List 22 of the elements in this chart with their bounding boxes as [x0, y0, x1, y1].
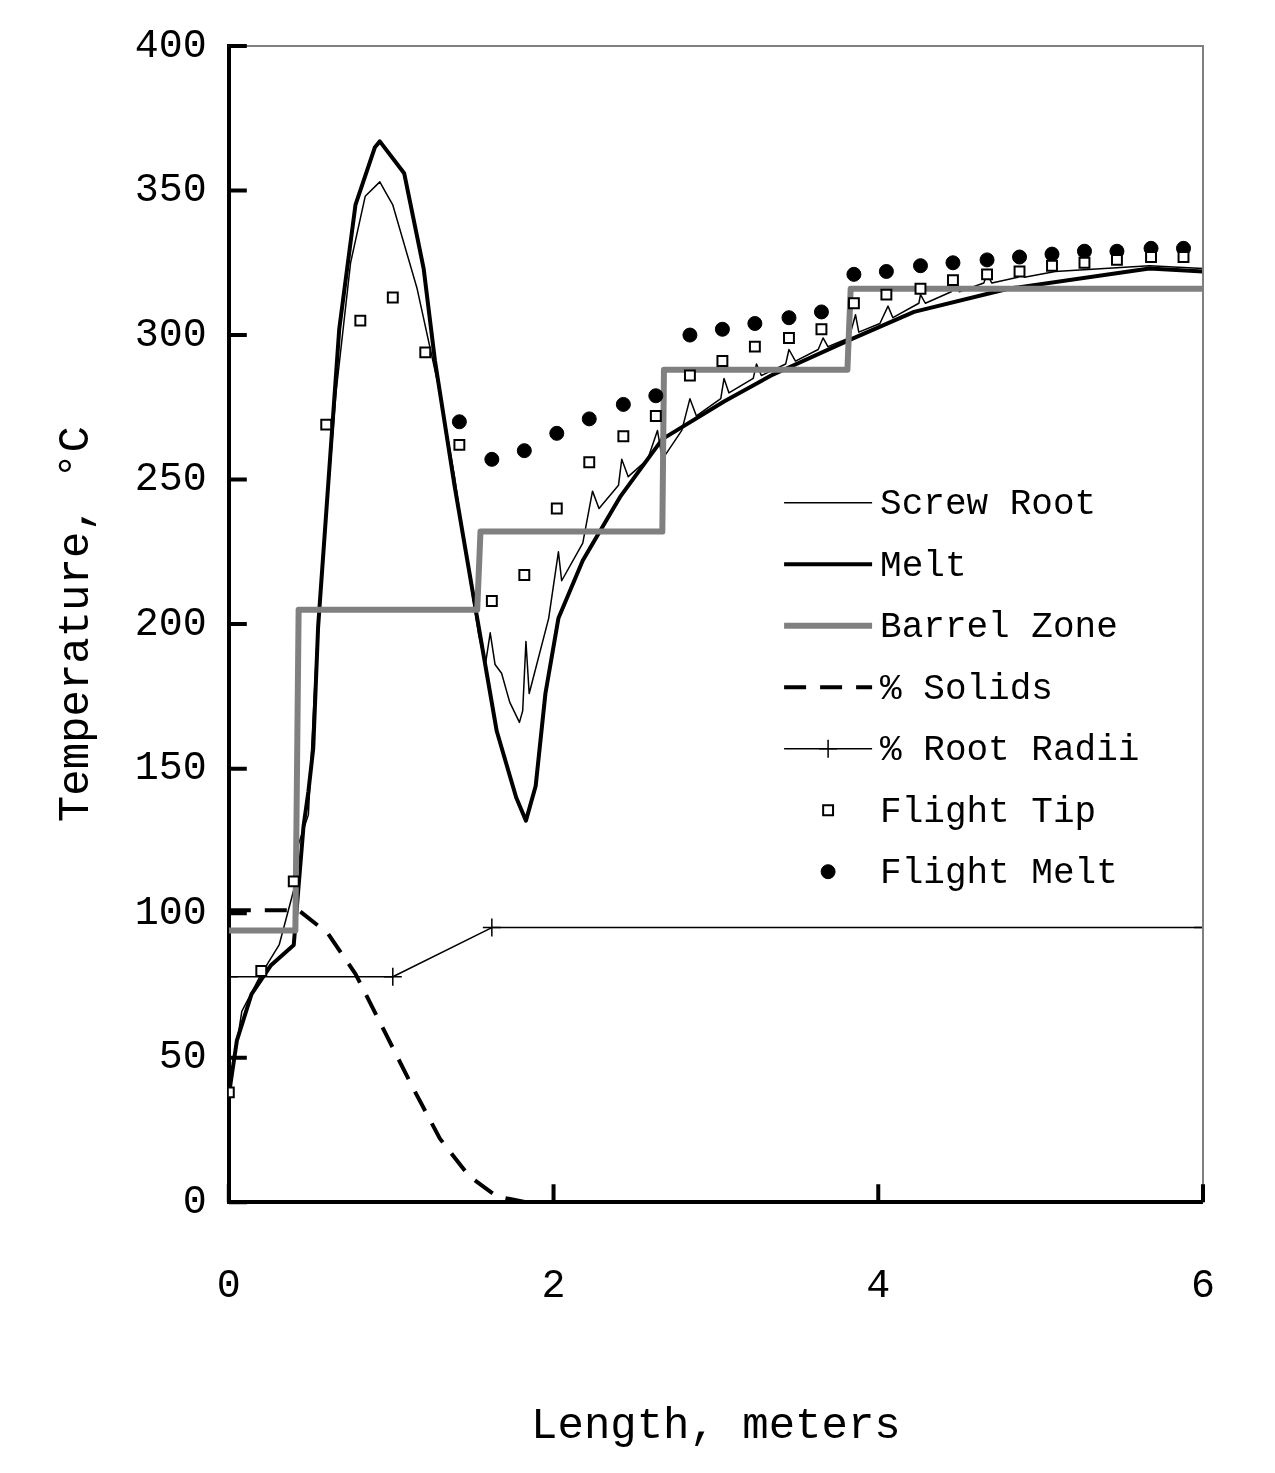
- legend-label: % Root Radii: [880, 730, 1140, 772]
- legend-label: Screw Root: [880, 484, 1097, 526]
- y-tick-label: 350: [134, 168, 207, 214]
- y-tick-label: 150: [134, 746, 207, 792]
- x-tick-label: 6: [1190, 1263, 1216, 1309]
- y-tick-label: 300: [134, 312, 207, 358]
- x-tick-label: 0: [216, 1263, 241, 1309]
- legend-label: Flight Tip: [880, 791, 1097, 833]
- legend-label: Barrel Zone: [880, 607, 1118, 649]
- x-tick-label: 2: [541, 1263, 566, 1309]
- x-axis-title: Length, meters: [531, 1401, 901, 1452]
- y-tick-label: 400: [134, 23, 207, 69]
- legend-label: Flight Melt: [880, 853, 1118, 895]
- y-axis-title: Temperature, °C: [51, 426, 102, 823]
- y-tick-label: 0: [182, 1179, 207, 1225]
- x-tick-label: 4: [866, 1263, 891, 1309]
- legend-label: % Solids: [880, 668, 1053, 710]
- legend-label: Melt: [880, 545, 967, 587]
- y-tick-label: 50: [158, 1035, 207, 1081]
- y-tick-label: 100: [134, 890, 207, 936]
- y-tick-label: 250: [134, 457, 207, 503]
- y-tick-label: 200: [134, 601, 207, 647]
